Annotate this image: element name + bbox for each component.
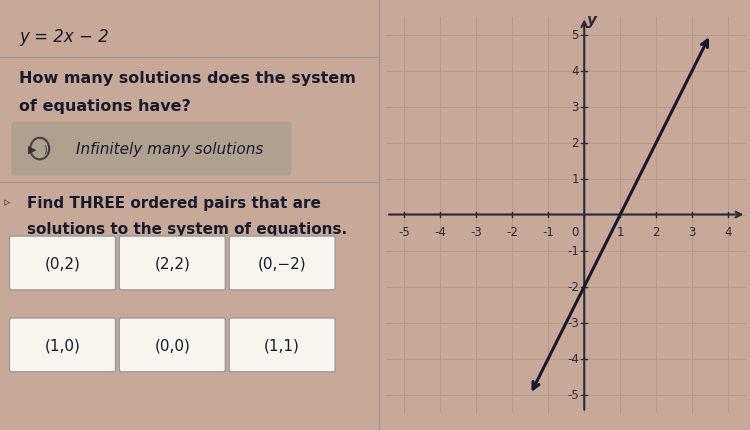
Text: -4: -4 bbox=[567, 352, 579, 365]
Text: How many solutions does the system: How many solutions does the system bbox=[19, 71, 355, 86]
Text: (1,1): (1,1) bbox=[264, 338, 300, 353]
FancyBboxPatch shape bbox=[119, 237, 225, 290]
Text: Infinitely many solutions: Infinitely many solutions bbox=[76, 142, 263, 157]
Text: 4: 4 bbox=[572, 65, 579, 78]
Text: of equations have?: of equations have? bbox=[19, 99, 190, 114]
Text: -5: -5 bbox=[567, 388, 579, 401]
Text: -1: -1 bbox=[542, 226, 554, 239]
FancyBboxPatch shape bbox=[119, 318, 225, 372]
Text: ▶: ▶ bbox=[28, 144, 37, 154]
Text: 5: 5 bbox=[572, 29, 579, 42]
FancyBboxPatch shape bbox=[10, 237, 115, 290]
Text: -4: -4 bbox=[434, 226, 446, 239]
Text: 0: 0 bbox=[572, 226, 579, 239]
Text: y = 2x − 2: y = 2x − 2 bbox=[19, 28, 109, 46]
Text: 1: 1 bbox=[616, 226, 624, 239]
Text: 3: 3 bbox=[572, 101, 579, 114]
Text: (0,−2): (0,−2) bbox=[258, 256, 307, 271]
Text: 2: 2 bbox=[572, 137, 579, 150]
Text: 1: 1 bbox=[572, 172, 579, 186]
Text: -5: -5 bbox=[398, 226, 410, 239]
Text: 2: 2 bbox=[652, 226, 660, 239]
FancyBboxPatch shape bbox=[230, 237, 335, 290]
Text: )): )) bbox=[44, 144, 51, 154]
Text: Find THREE ordered pairs that are: Find THREE ordered pairs that are bbox=[26, 196, 320, 211]
Text: (0,2): (0,2) bbox=[44, 256, 80, 271]
Text: solutions to the system of equations.: solutions to the system of equations. bbox=[26, 221, 347, 237]
Text: (2,2): (2,2) bbox=[154, 256, 190, 271]
Text: ▹: ▹ bbox=[4, 196, 10, 209]
FancyBboxPatch shape bbox=[230, 318, 335, 372]
FancyBboxPatch shape bbox=[10, 318, 115, 372]
Text: y: y bbox=[587, 13, 597, 28]
Text: 4: 4 bbox=[724, 226, 732, 239]
Text: -2: -2 bbox=[506, 226, 518, 239]
FancyBboxPatch shape bbox=[11, 123, 292, 176]
Text: -3: -3 bbox=[470, 226, 482, 239]
Text: -3: -3 bbox=[567, 316, 579, 329]
Text: -2: -2 bbox=[567, 280, 579, 293]
Text: (0,0): (0,0) bbox=[154, 338, 190, 353]
Text: -1: -1 bbox=[567, 244, 579, 258]
Text: (1,0): (1,0) bbox=[44, 338, 80, 353]
Text: 3: 3 bbox=[688, 226, 696, 239]
